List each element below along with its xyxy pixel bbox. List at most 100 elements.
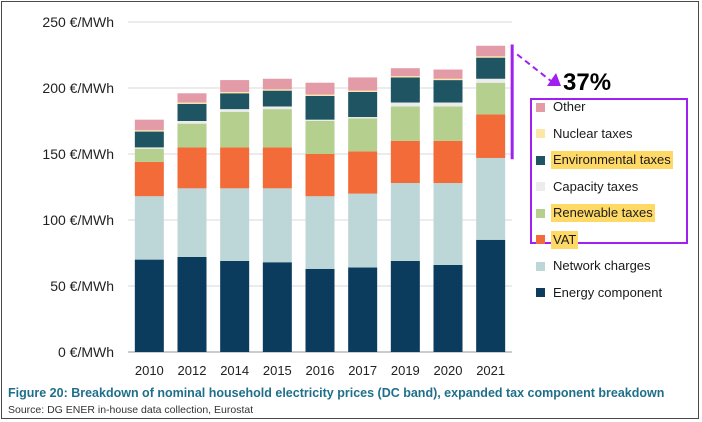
- legend-label: Nuclear taxes: [553, 125, 633, 141]
- bar-capacity-taxes-2014: [220, 109, 250, 112]
- bar-network-charges-2015: [262, 188, 292, 263]
- bar-environmental-taxes-2020: [433, 80, 463, 103]
- bar-network-charges-2020: [433, 183, 463, 265]
- bar-other-2014: [220, 80, 250, 92]
- bar-renewable-taxes-2010: [134, 148, 164, 162]
- figure-caption: Figure 20: Breakdown of nominal househol…: [8, 386, 665, 400]
- x-tick-label: 2015: [263, 363, 292, 378]
- legend-item-vat: VAT: [536, 230, 579, 250]
- annotation-arrowhead: [547, 73, 561, 86]
- bar-capacity-taxes-2021: [476, 78, 506, 83]
- bar-nuclear-taxes-2020: [433, 78, 463, 81]
- bar-energy-component-2012: [177, 256, 207, 352]
- bar-other-2012: [177, 93, 207, 103]
- y-tick-label: 150 €/MWh: [42, 146, 114, 162]
- bar-energy-component-2016: [305, 268, 335, 352]
- bar-energy-component-2021: [476, 239, 506, 352]
- bar-vat-2020: [433, 140, 463, 184]
- legend-item-network-charges: Network charges: [536, 256, 653, 276]
- legend-label: Capacity taxes: [553, 178, 639, 194]
- bar-network-charges-2019: [390, 183, 420, 261]
- legend-swatch: [536, 288, 545, 297]
- bar-other-2020: [433, 69, 463, 79]
- bar-environmental-taxes-2016: [305, 95, 335, 120]
- bar-nuclear-taxes-2014: [220, 91, 250, 94]
- legend-label: Network charges: [553, 258, 651, 273]
- legend-swatch: [536, 129, 545, 138]
- bar-network-charges-2017: [348, 193, 378, 268]
- bar-renewable-taxes-2015: [262, 109, 292, 148]
- share-annotation: 37%: [563, 69, 612, 96]
- bar-nuclear-taxes-2021: [476, 56, 506, 58]
- x-tick-label: 2014: [220, 363, 249, 378]
- legend-label: Other: [553, 99, 586, 114]
- bar-network-charges-2014: [220, 188, 250, 261]
- figure-source: Source: DG ENER in-house data collection…: [8, 404, 254, 416]
- x-tick-label: 2019: [391, 363, 420, 378]
- x-tick-label: 2020: [434, 363, 463, 378]
- bar-other-2019: [390, 68, 420, 77]
- bar-vat-2014: [220, 147, 250, 189]
- bar-renewable-taxes-2020: [433, 106, 463, 141]
- bar-network-charges-2016: [305, 196, 335, 269]
- x-tick-label: 2021: [476, 363, 505, 378]
- bar-vat-2017: [348, 151, 378, 194]
- bar-network-charges-2021: [476, 157, 506, 240]
- y-tick-label: 50 €/MWh: [50, 278, 114, 294]
- bar-other-2021: [476, 45, 506, 57]
- legend-swatch: [536, 235, 545, 244]
- annotation-arrow: [516, 53, 552, 82]
- bar-capacity-taxes-2015: [262, 106, 292, 110]
- legend-item-other: Other: [536, 97, 588, 117]
- bar-nuclear-taxes-2016: [305, 94, 335, 96]
- bar-network-charges-2010: [134, 196, 164, 260]
- bar-nuclear-taxes-2015: [262, 89, 292, 91]
- bar-vat-2021: [476, 114, 506, 158]
- bar-network-charges-2012: [177, 188, 207, 257]
- legend-item-nuclear-taxes: Nuclear taxes: [536, 124, 634, 144]
- legend-item-capacity-taxes: Capacity taxes: [536, 177, 640, 197]
- bar-energy-component-2010: [134, 259, 164, 352]
- bar-energy-component-2015: [262, 262, 292, 352]
- bar-renewable-taxes-2017: [348, 118, 378, 152]
- bar-other-2010: [134, 119, 164, 131]
- legend-swatch: [536, 102, 545, 112]
- y-tick-label: 200 €/MWh: [42, 80, 114, 96]
- bar-nuclear-taxes-2012: [177, 102, 207, 104]
- legend-label: VAT: [551, 230, 579, 249]
- bar-environmental-taxes-2012: [177, 103, 207, 121]
- x-tick-label: 2012: [178, 363, 207, 378]
- legend-swatch: [536, 208, 545, 218]
- bar-environmental-taxes-2019: [390, 77, 420, 103]
- bar-capacity-taxes-2010: [134, 147, 164, 149]
- x-tick-label: 2010: [135, 363, 164, 378]
- bar-nuclear-taxes-2019: [390, 76, 420, 78]
- bar-vat-2010: [134, 161, 164, 197]
- bar-vat-2016: [305, 154, 335, 197]
- legend-label: Renewable taxes: [551, 204, 655, 222]
- bar-renewable-taxes-2019: [390, 106, 420, 141]
- bar-vat-2012: [177, 147, 207, 189]
- bar-capacity-taxes-2016: [305, 119, 335, 121]
- bar-capacity-taxes-2020: [433, 102, 463, 107]
- bar-renewable-taxes-2021: [476, 82, 506, 115]
- bar-vat-2019: [390, 140, 420, 184]
- legend-label: Environmental taxes: [551, 151, 673, 169]
- legend-item-energy-component: Energy component: [536, 283, 664, 303]
- y-tick-label: 0 €/MWh: [58, 344, 114, 360]
- y-tick-label: 250 €/MWh: [42, 14, 114, 30]
- bar-renewable-taxes-2014: [220, 111, 250, 148]
- bar-environmental-taxes-2015: [262, 90, 292, 107]
- bar-other-2016: [305, 82, 335, 95]
- bar-other-2015: [262, 78, 292, 90]
- legend-swatch: [536, 261, 545, 271]
- bar-environmental-taxes-2014: [220, 93, 250, 110]
- legend-highlight-box: [530, 98, 688, 244]
- bar-other-2017: [348, 77, 378, 91]
- x-tick-label: 2016: [306, 363, 335, 378]
- bar-environmental-taxes-2010: [134, 131, 164, 148]
- bar-renewable-taxes-2016: [305, 121, 335, 154]
- y-tick-label: 100 €/MWh: [42, 212, 114, 228]
- bar-energy-component-2019: [390, 260, 420, 352]
